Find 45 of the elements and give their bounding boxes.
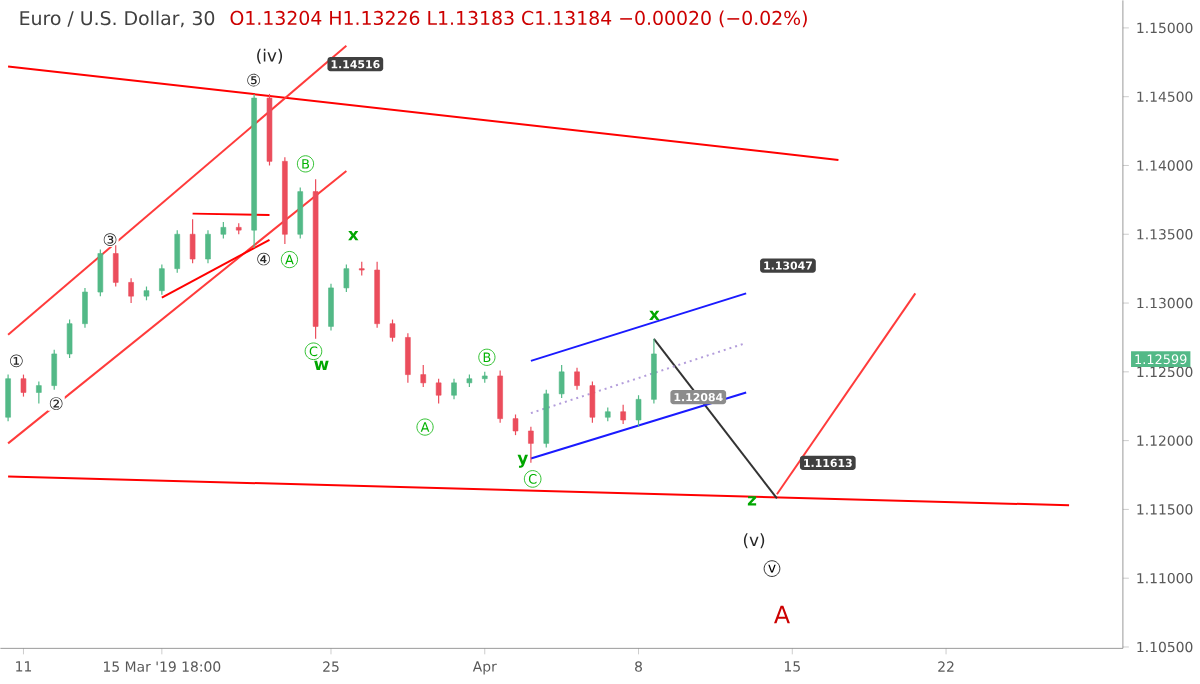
candlestick: [651, 338, 657, 404]
candlestick: [36, 380, 42, 404]
candlestick: [97, 248, 104, 297]
annotation: (iv): [257, 48, 283, 64]
candlestick: [128, 277, 134, 304]
candlestick: [159, 263, 165, 296]
candlestick: [328, 283, 334, 332]
annotation: x: [348, 230, 359, 241]
annotation: ①: [10, 354, 23, 368]
annotation: x: [649, 310, 660, 320]
candlestick: [297, 186, 303, 239]
candlestick: [66, 318, 73, 359]
annotation: A: [774, 605, 790, 624]
candlestick: [112, 244, 119, 288]
candlestick: [189, 218, 196, 264]
candlestick: [343, 263, 350, 293]
annotation: z: [747, 496, 757, 506]
candlestick: [512, 413, 519, 436]
candlestick: [82, 287, 88, 329]
candlestick: [558, 364, 565, 399]
annotation: ②: [49, 397, 63, 410]
candlestick: [497, 369, 503, 424]
annotation: y: [517, 454, 529, 468]
candlestick: [420, 364, 427, 388]
candlestick: [405, 332, 411, 384]
candlestick: [5, 373, 11, 422]
candlestick: [435, 377, 442, 404]
candlestick: [174, 229, 180, 274]
candlestick: [528, 426, 534, 464]
chart-subtitle: O1.13204 H1.13226 L1.13183 C1.13184 −0.00020 (−0.02%): [230, 10, 807, 28]
annotation: ④: [257, 252, 270, 266]
candlestick: [389, 318, 396, 343]
candlestick: [635, 394, 642, 428]
candlestick: [451, 377, 457, 400]
candlestick: [205, 229, 211, 264]
candlestick: [574, 366, 580, 391]
annotation: (v): [743, 533, 765, 549]
annotation: w: [314, 360, 329, 370]
candlestick: [51, 349, 57, 391]
chart-title: Euro / U.S. Dollar, 30: [20, 10, 215, 28]
annotation: ③: [103, 233, 117, 246]
candlestick: [20, 373, 27, 398]
candlestick: [589, 380, 596, 424]
candlestick: [620, 404, 626, 425]
annotation: ⑤: [247, 73, 260, 87]
